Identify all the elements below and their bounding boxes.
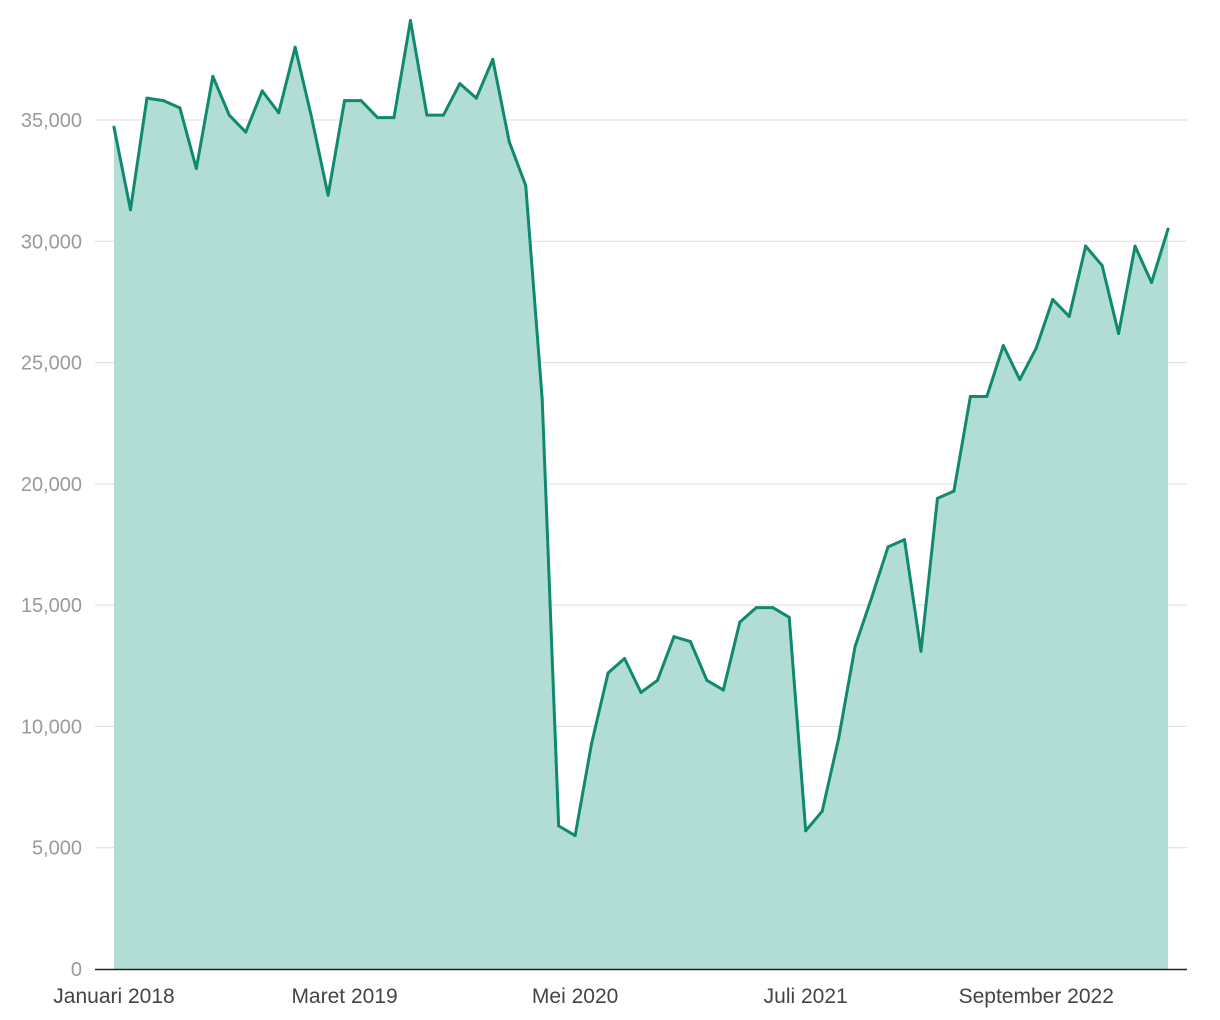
data-point bbox=[128, 208, 132, 212]
data-point bbox=[754, 606, 758, 610]
x-tick-label: Juli 2021 bbox=[764, 985, 848, 1008]
data-point bbox=[507, 140, 511, 144]
data-point bbox=[886, 545, 890, 549]
data-point bbox=[985, 395, 989, 399]
data-point bbox=[491, 57, 495, 61]
data-point bbox=[260, 89, 264, 93]
data-points bbox=[112, 19, 1170, 838]
data-point bbox=[672, 635, 676, 639]
data-point bbox=[425, 113, 429, 117]
data-point bbox=[1001, 344, 1005, 348]
data-point bbox=[376, 116, 379, 120]
data-point bbox=[639, 690, 643, 694]
data-point bbox=[721, 688, 725, 692]
data-point bbox=[161, 99, 165, 103]
data-point bbox=[458, 82, 462, 86]
data-point bbox=[310, 116, 314, 120]
data-point bbox=[1100, 264, 1104, 268]
data-point bbox=[820, 809, 824, 813]
data-point bbox=[968, 395, 972, 399]
data-point bbox=[557, 824, 561, 828]
data-point bbox=[919, 649, 923, 653]
data-point bbox=[655, 678, 659, 682]
data-point bbox=[1150, 281, 1154, 285]
data-point bbox=[705, 678, 709, 682]
data-point bbox=[606, 671, 610, 675]
y-tick-label: 10,000 bbox=[21, 716, 82, 738]
x-tick-label: Januari 2018 bbox=[53, 985, 174, 1008]
data-point bbox=[590, 741, 594, 745]
y-tick-label: 30,000 bbox=[21, 231, 82, 253]
data-point bbox=[1133, 244, 1137, 248]
data-point bbox=[1034, 346, 1038, 350]
data-point bbox=[1018, 378, 1022, 382]
data-point bbox=[244, 130, 248, 134]
y-axis-ticks: 0 5,000 10,000 15,000 20,000 25,000 30,000 35,0… bbox=[21, 110, 82, 981]
data-point bbox=[474, 96, 478, 100]
data-point bbox=[540, 397, 544, 401]
data-point bbox=[145, 96, 149, 100]
data-point bbox=[1166, 227, 1170, 231]
data-point bbox=[392, 116, 396, 120]
x-tick-label: Mei 2020 bbox=[532, 985, 618, 1008]
data-point bbox=[952, 489, 956, 493]
data-point bbox=[359, 99, 363, 103]
data-point bbox=[1084, 244, 1088, 248]
data-point bbox=[326, 193, 330, 197]
x-axis-ticks: Januari 2018 Maret 2019 Mei 2020 Juli 2021 S… bbox=[53, 985, 1114, 1008]
data-point bbox=[343, 99, 347, 103]
data-point bbox=[787, 615, 791, 619]
y-tick-label: 35,000 bbox=[21, 110, 82, 132]
data-point bbox=[277, 111, 281, 115]
data-point bbox=[623, 657, 627, 661]
y-tick-label: 25,000 bbox=[21, 353, 82, 375]
data-point bbox=[1051, 298, 1055, 302]
y-tick-label: 0 bbox=[71, 959, 82, 981]
data-point bbox=[441, 113, 445, 117]
y-tick-label: 15,000 bbox=[21, 595, 82, 617]
data-point bbox=[853, 644, 857, 648]
data-point bbox=[524, 183, 528, 187]
data-point bbox=[194, 167, 198, 171]
data-point bbox=[837, 737, 841, 741]
data-point bbox=[1067, 314, 1071, 318]
y-tick-label: 20,000 bbox=[21, 474, 82, 496]
data-point bbox=[211, 74, 215, 78]
data-point bbox=[903, 538, 906, 542]
data-point bbox=[870, 596, 874, 600]
data-point bbox=[688, 640, 692, 644]
data-point bbox=[804, 829, 808, 833]
data-point bbox=[227, 113, 231, 117]
data-point bbox=[408, 19, 412, 23]
x-tick-label: Maret 2019 bbox=[291, 985, 397, 1008]
y-tick-label: 5,000 bbox=[32, 838, 82, 860]
data-point bbox=[1117, 331, 1121, 335]
data-point bbox=[293, 45, 297, 49]
data-point bbox=[573, 834, 577, 838]
data-point bbox=[935, 496, 939, 500]
data-point bbox=[112, 125, 116, 129]
x-tick-label: September 2022 bbox=[959, 985, 1114, 1008]
data-point bbox=[771, 606, 775, 610]
data-point bbox=[738, 620, 742, 624]
data-point bbox=[178, 106, 182, 110]
series-area bbox=[114, 20, 1168, 970]
